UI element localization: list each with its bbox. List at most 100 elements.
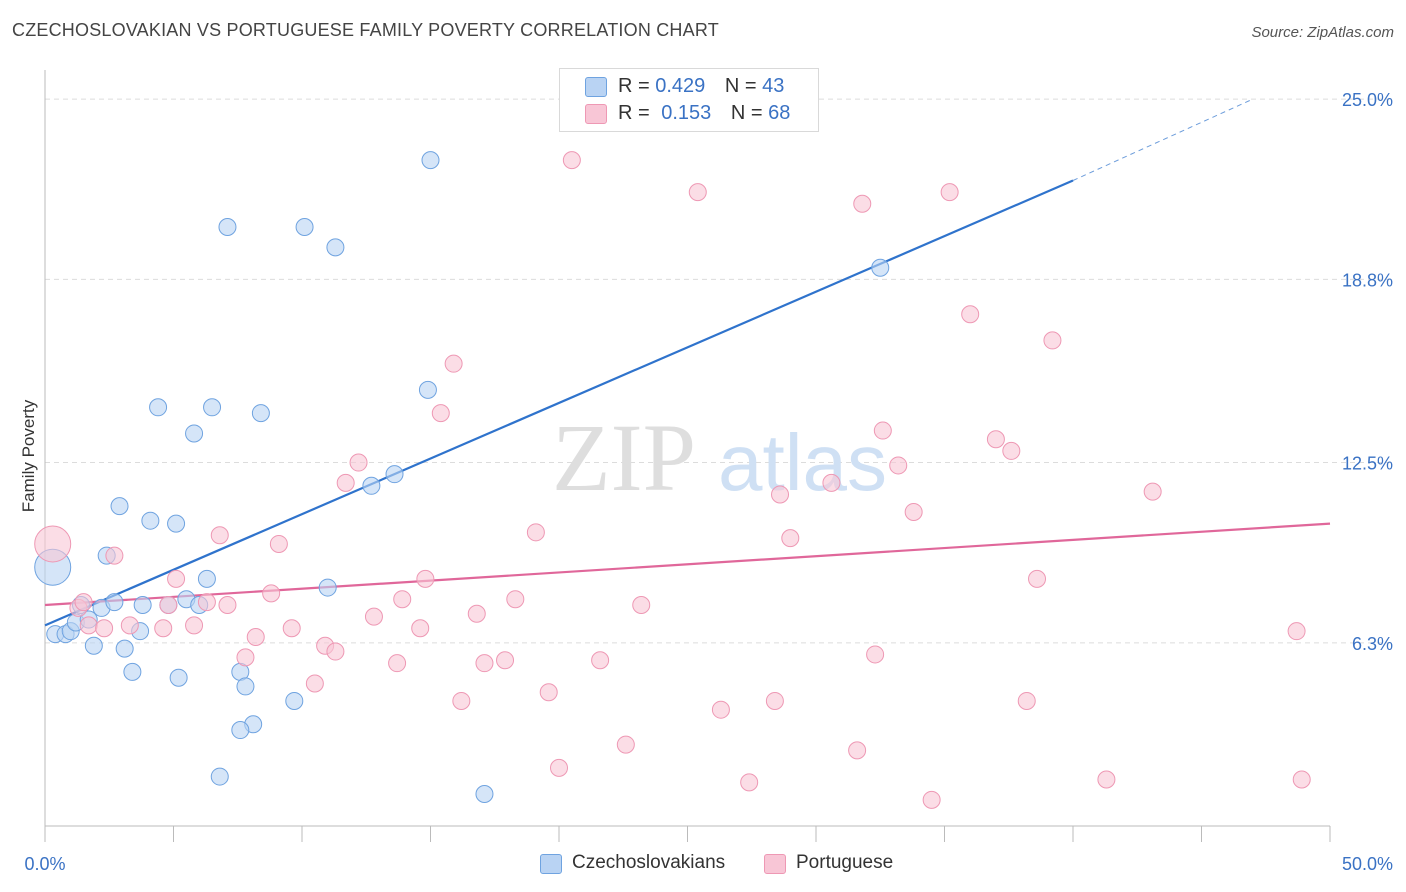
czechoslovakians-point <box>133 596 152 615</box>
legend-r-label: R = <box>618 75 656 97</box>
czechoslovakians-point <box>115 639 134 658</box>
axes <box>44 70 1331 842</box>
x-tick-label: 50.0% <box>1342 854 1393 874</box>
legend-n-label: N = <box>724 75 763 97</box>
watermark-zip: ZIP <box>552 404 696 511</box>
trend-lines <box>44 98 1331 627</box>
portuguese-point <box>159 596 178 615</box>
portuguese-trend-line <box>44 522 1331 607</box>
portuguese-point <box>336 473 355 492</box>
portuguese-point <box>364 607 383 626</box>
portuguese-point <box>120 616 139 635</box>
portuguese-point <box>688 183 707 202</box>
czechoslovakians-point <box>418 380 437 399</box>
portuguese-point <box>822 473 841 492</box>
portuguese-point <box>848 741 867 760</box>
portuguese-point <box>154 619 173 638</box>
portuguese-point <box>467 604 486 623</box>
czechoslovakians-point <box>326 238 345 257</box>
legend-swatch-blue <box>585 77 607 97</box>
legend-r-value: 0.153 <box>661 102 712 124</box>
portuguese-point <box>236 648 255 667</box>
y-tick-label: 18.8% <box>1342 270 1393 290</box>
x-tick-label: 0.0% <box>24 854 65 874</box>
czechoslovakians-point <box>295 218 314 237</box>
portuguese-point <box>591 651 610 670</box>
portuguese-point <box>873 421 892 440</box>
portuguese-point <box>349 453 368 472</box>
legend-r-label: R = <box>618 102 656 124</box>
grid-lines <box>45 98 1395 644</box>
portuguese-point <box>506 590 525 609</box>
portuguese-point <box>262 584 281 603</box>
legend-label-czechoslovakians: Czechoslovakians <box>572 852 726 873</box>
czechoslovakians-point <box>123 662 142 681</box>
czechoslovakians-point <box>421 151 440 170</box>
czechoslovakians-point <box>251 404 270 423</box>
legend-n-value: 43 <box>762 75 785 97</box>
portuguese-point <box>326 642 345 661</box>
czechoslovakians-point <box>169 668 188 687</box>
portuguese-point <box>940 183 959 202</box>
czechoslovakians-point <box>84 636 103 655</box>
legend-n-value: 68 <box>768 102 791 124</box>
czechoslovakians-point <box>475 785 494 804</box>
portuguese-point <box>105 546 124 565</box>
legend-swatch-pink <box>585 104 607 124</box>
portuguese-point <box>889 456 908 475</box>
portuguese-point <box>393 590 412 609</box>
portuguese-point <box>1028 569 1047 588</box>
portuguese-point <box>1292 770 1311 789</box>
czechoslovakians-point <box>218 218 237 237</box>
czechoslovakians-point <box>236 677 255 696</box>
data-points <box>34 151 1311 809</box>
legend-r-value: 0.429 <box>655 75 706 97</box>
czechoslovakians-point <box>362 476 381 495</box>
portuguese-point <box>616 735 635 754</box>
portuguese-point <box>305 674 324 693</box>
legend-swatch-blue <box>540 854 562 874</box>
portuguese-point <box>282 619 301 638</box>
portuguese-point <box>167 569 186 588</box>
czechoslovakians-point <box>197 569 216 588</box>
portuguese-point <box>79 616 98 635</box>
czechoslovakians-point <box>385 465 404 484</box>
portuguese-point <box>1143 482 1162 501</box>
portuguese-point <box>74 593 93 612</box>
portuguese-point <box>526 523 545 542</box>
portuguese-point <box>550 758 568 777</box>
portuguese-point <box>771 485 790 504</box>
portuguese-point <box>444 354 463 373</box>
portuguese-point <box>197 593 216 612</box>
portuguese-point <box>269 534 288 553</box>
portuguese-point <box>1017 691 1036 710</box>
portuguese-point <box>711 700 730 719</box>
portuguese-point <box>210 526 229 545</box>
portuguese-point <box>218 596 237 615</box>
stats-legend: R = 0.429 N = 43 R = 0.153 N = 68 <box>559 68 819 132</box>
czechoslovakians-trend-extension <box>1072 98 1254 181</box>
portuguese-point <box>1097 770 1116 789</box>
source-label: Source: ZipAtlas.com <box>1251 24 1394 41</box>
y-tick-label: 25.0% <box>1342 90 1393 110</box>
czechoslovakians-point <box>110 497 129 516</box>
portuguese-point <box>539 683 558 702</box>
portuguese-point <box>246 628 265 646</box>
czechoslovakians-point <box>285 691 304 710</box>
portuguese-point <box>765 691 784 710</box>
portuguese-point <box>431 404 450 423</box>
portuguese-point <box>740 773 759 792</box>
portuguese-point <box>452 691 471 710</box>
tick-labels: 6.3% 12.5% 18.8% 25.0% 0.0% 50.0% <box>24 90 1393 874</box>
portuguese-point <box>388 654 407 673</box>
czechoslovakians-point <box>210 767 229 786</box>
legend-label-portuguese: Portuguese <box>796 852 894 873</box>
czechoslovakians-point <box>318 578 337 597</box>
portuguese-point <box>496 651 515 670</box>
chart-title: CZECHOSLOVAKIAN VS PORTUGUESE FAMILY POV… <box>12 20 719 40</box>
czechoslovakians-trend-line <box>44 179 1074 627</box>
czechoslovakians-point <box>149 398 168 417</box>
portuguese-point <box>781 529 800 548</box>
portuguese-point <box>95 619 114 638</box>
